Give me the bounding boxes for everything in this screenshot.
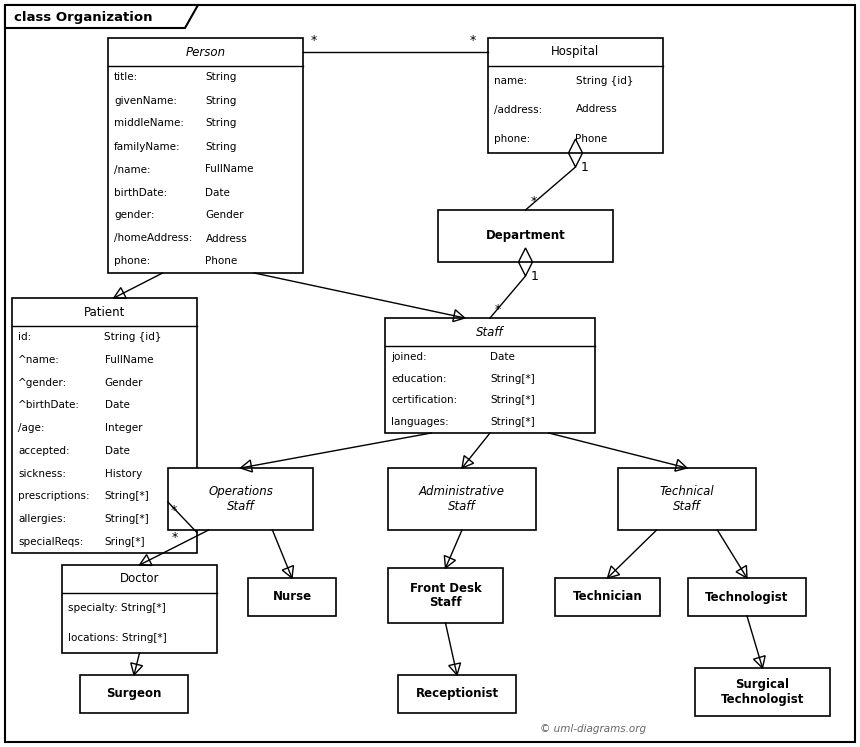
Bar [62,565,217,653]
Text: birthDate:: birthDate: [114,187,167,197]
Text: class Organization: class Organization [14,11,152,25]
Text: Front Desk
Staff: Front Desk Staff [409,581,482,610]
Text: ^birthDate:: ^birthDate: [18,400,80,410]
Text: middleName:: middleName: [114,119,184,128]
Text: phone:: phone: [494,134,531,143]
Text: prescriptions:: prescriptions: [18,492,89,501]
Text: String[*]: String[*] [105,492,150,501]
Text: String: String [206,72,237,82]
Text: *: * [311,34,317,47]
Text: accepted:: accepted: [18,446,70,456]
Bar [388,568,503,623]
Text: certification:: certification: [391,395,458,406]
Text: phone:: phone: [114,256,150,267]
Text: /homeAddress:: /homeAddress: [114,234,193,244]
Text: *: * [470,34,476,47]
Text: Department: Department [486,229,565,243]
Text: Gender: Gender [105,378,143,388]
Text: Administrative
Staff: Administrative Staff [419,485,505,513]
Text: String: String [206,141,237,152]
Text: Phone: Phone [206,256,237,267]
Bar [688,578,806,616]
Text: String: String [206,96,237,105]
Text: joined:: joined: [391,352,427,362]
Bar [398,675,516,713]
Text: Date: Date [105,446,129,456]
Text: Date: Date [490,352,515,362]
Text: *: * [495,303,501,316]
Text: Patient: Patient [83,306,126,318]
Polygon shape [5,5,198,28]
Text: givenName:: givenName: [114,96,177,105]
Text: © uml-diagrams.org: © uml-diagrams.org [540,724,646,734]
Text: Surgical
Technologist: Surgical Technologist [721,678,804,706]
Text: gender:: gender: [114,211,155,220]
Bar [695,668,830,716]
Text: String[*]: String[*] [490,374,535,384]
Text: name:: name: [494,75,527,85]
Text: 1: 1 [531,270,538,283]
Text: education:: education: [391,374,446,384]
Text: *: * [531,195,537,208]
Text: Sring[*]: Sring[*] [105,536,145,547]
Text: specialReqs:: specialReqs: [18,536,83,547]
Bar [388,468,536,530]
Text: String[*]: String[*] [105,514,150,524]
Text: Nurse: Nurse [273,590,311,604]
Text: title:: title: [114,72,138,82]
Text: Technologist: Technologist [705,590,789,604]
Text: FullName: FullName [105,355,153,365]
Text: String[*]: String[*] [490,417,535,427]
Text: Doctor: Doctor [120,572,159,586]
Text: String: String [206,119,237,128]
Text: languages:: languages: [391,417,449,427]
Text: Hospital: Hospital [551,46,599,58]
Bar [488,38,663,153]
Text: ^name:: ^name: [18,355,60,365]
Text: Receptionist: Receptionist [415,687,499,701]
Text: FullName: FullName [206,164,254,175]
Bar [168,468,313,530]
Bar [12,298,197,553]
Text: Person: Person [186,46,225,58]
Text: Staff: Staff [476,326,504,338]
Bar [80,675,188,713]
Bar [108,38,303,273]
Text: Address: Address [575,105,617,114]
Text: /name:: /name: [114,164,150,175]
Text: Operations
Staff: Operations Staff [208,485,273,513]
Text: specialty: String[*]: specialty: String[*] [68,603,166,613]
Text: Address: Address [206,234,248,244]
Text: String[*]: String[*] [490,395,535,406]
Text: Gender: Gender [206,211,244,220]
Text: 1: 1 [580,161,588,174]
Text: String {id}: String {id} [105,332,162,342]
Text: sickness:: sickness: [18,468,66,479]
Text: /address:: /address: [494,105,543,114]
Text: ^gender:: ^gender: [18,378,67,388]
Text: allergies:: allergies: [18,514,66,524]
Bar [385,318,595,433]
Text: Date: Date [206,187,230,197]
Bar [438,210,613,262]
Text: Technician: Technician [573,590,642,604]
Text: String {id}: String {id} [575,75,633,85]
Bar [248,578,336,616]
Text: locations: String[*]: locations: String[*] [68,633,167,643]
Text: *: * [172,530,178,544]
Text: Technical
Staff: Technical Staff [660,485,715,513]
Text: id:: id: [18,332,31,342]
Text: Date: Date [105,400,129,410]
Text: /age:: /age: [18,423,45,433]
Bar [555,578,660,616]
Text: *: * [171,504,177,517]
Text: History: History [105,468,142,479]
Text: familyName:: familyName: [114,141,181,152]
Text: Surgeon: Surgeon [107,687,162,701]
Text: Phone: Phone [575,134,608,143]
Text: Integer: Integer [105,423,142,433]
Bar [618,468,756,530]
